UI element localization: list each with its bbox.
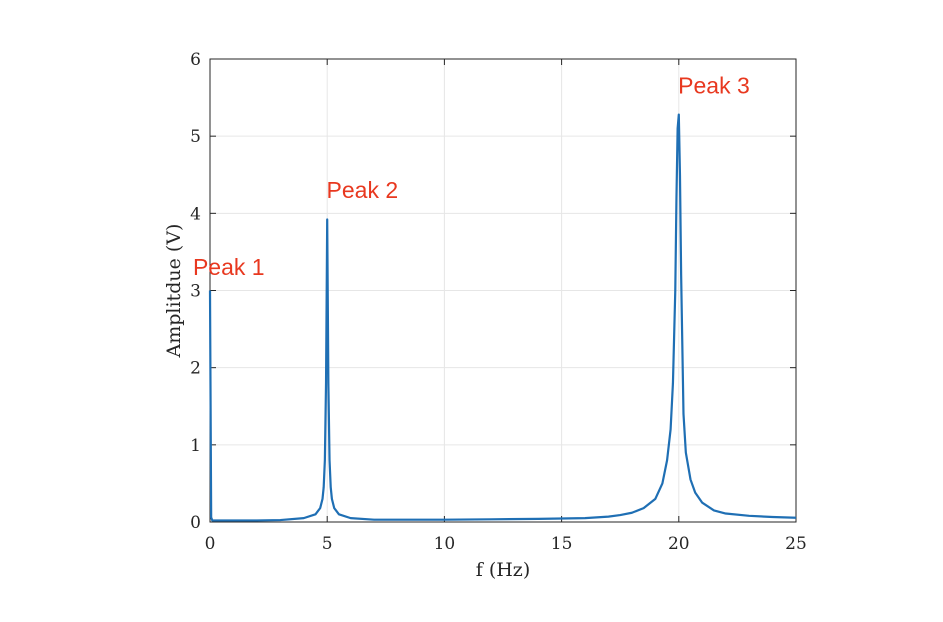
series-line bbox=[208, 113, 797, 522]
y-tick-label-6: 6 bbox=[190, 50, 201, 70]
x-tick-label-2: 10 bbox=[434, 534, 456, 554]
grid-lines bbox=[209, 58, 797, 523]
y-tick-label-3: 3 bbox=[190, 282, 201, 302]
x-tick-label-1: 5 bbox=[322, 534, 333, 554]
y-tick-label-0: 0 bbox=[190, 513, 201, 533]
x-tick-label-0: 0 bbox=[205, 534, 216, 554]
peak-label-3: Peak 3 bbox=[678, 73, 750, 99]
x-tick-label-5: 25 bbox=[785, 534, 807, 554]
y-tick-label-2: 2 bbox=[190, 359, 201, 379]
peak-label-1: Peak 1 bbox=[193, 254, 265, 280]
peak-label-2: Peak 2 bbox=[327, 177, 399, 203]
tick-labels: 0 5 10 15 20 25 0 1 2 3 4 5 6 bbox=[190, 50, 807, 554]
y-tick-label-1: 1 bbox=[190, 436, 201, 456]
x-tick-label-3: 15 bbox=[551, 534, 573, 554]
peak-annotations: Peak 1 Peak 2 Peak 3 bbox=[193, 73, 750, 280]
x-axis-label: f (Hz) bbox=[476, 559, 530, 581]
x-tick-label-4: 20 bbox=[668, 534, 690, 554]
y-tick-label-4: 4 bbox=[190, 204, 201, 224]
y-axis-label: Amplitdue (V) bbox=[163, 224, 185, 359]
y-tick-label-5: 5 bbox=[190, 127, 201, 147]
